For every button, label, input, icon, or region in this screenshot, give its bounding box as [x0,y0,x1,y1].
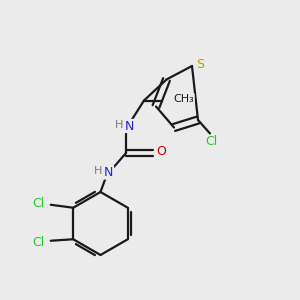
Text: H: H [94,166,102,176]
Text: S: S [196,58,204,71]
Text: H: H [115,120,124,130]
Text: Cl: Cl [32,236,44,249]
Text: O: O [157,145,166,158]
Text: CH₃: CH₃ [173,94,194,104]
Text: N: N [104,166,114,179]
Text: N: N [124,119,134,133]
Text: Cl: Cl [206,135,218,148]
Text: Cl: Cl [32,197,44,210]
